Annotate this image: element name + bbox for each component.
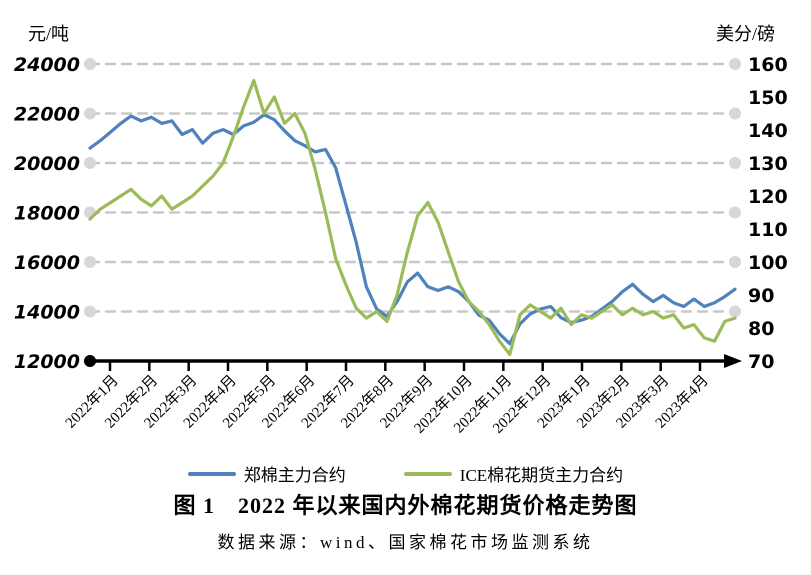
grid-endpoint-dot bbox=[729, 107, 741, 120]
left-axis-tick-label: 18000 bbox=[14, 203, 80, 225]
legend-label-zheng: 郑棉主力合约 bbox=[243, 466, 346, 485]
grid-endpoint-dot bbox=[84, 107, 96, 120]
right-axis-unit-label: 美分/磅 bbox=[716, 24, 776, 44]
figure-title: 图 1 2022 年以来国内外棉花期货价格走势图 bbox=[173, 493, 638, 518]
grid-endpoint-dot bbox=[84, 58, 96, 70]
x-axis-origin-dot bbox=[84, 355, 96, 367]
right-axis-tick-label: 80 bbox=[748, 318, 774, 340]
x-axis-arrow-icon bbox=[724, 354, 742, 368]
grid-endpoint-dot bbox=[84, 305, 96, 318]
grid-endpoint-dot bbox=[729, 206, 741, 219]
grid-endpoint-dot bbox=[729, 157, 741, 169]
legend: 郑棉主力合约 ICE棉花期货主力合约 bbox=[0, 461, 811, 486]
right-axis-tick-label: 110 bbox=[748, 219, 788, 241]
right-axis-tick-label: 120 bbox=[748, 186, 788, 208]
right-axis-tick-label: 100 bbox=[748, 252, 788, 274]
left-axis-tick-label: 22000 bbox=[14, 104, 80, 126]
zheng-line-swatch-icon bbox=[187, 471, 236, 476]
legend-item-ice: ICE棉花期货主力合约 bbox=[403, 461, 624, 486]
price-trend-chart: 24000 22000 20000 18000 16000 14000 12000 160 15… bbox=[14, 54, 788, 437]
grid-endpoint-dot bbox=[84, 256, 96, 268]
left-axis-unit-label: 元/吨 bbox=[28, 24, 70, 44]
legend-item-zheng: 郑棉主力合约 bbox=[187, 461, 346, 486]
grid-endpoint-dot bbox=[84, 157, 96, 169]
right-axis-tick-label: 160 bbox=[748, 54, 788, 76]
right-axis-tick-label: 90 bbox=[748, 285, 774, 307]
legend-label-ice: ICE棉花期货主力合约 bbox=[459, 466, 624, 485]
grid-endpoint-dot bbox=[729, 58, 741, 70]
grid-endpoint-dot bbox=[729, 305, 741, 318]
left-axis-tick-label: 14000 bbox=[14, 302, 80, 324]
grid-endpoint-dot bbox=[729, 256, 741, 268]
right-axis-tick-label: 150 bbox=[748, 87, 788, 109]
right-axis-tick-label: 140 bbox=[748, 120, 788, 142]
ice-line-swatch-icon bbox=[403, 471, 452, 476]
left-axis-tick-label: 20000 bbox=[14, 153, 80, 175]
right-axis-tick-label: 70 bbox=[748, 351, 774, 373]
left-axis-tick-label: 24000 bbox=[14, 54, 80, 76]
left-axis-tick-label: 12000 bbox=[14, 351, 80, 373]
right-axis-tick-label: 130 bbox=[748, 153, 788, 175]
left-axis-tick-label: 16000 bbox=[14, 252, 80, 274]
series-line-zheng bbox=[88, 113, 737, 346]
data-source: 数据来源：wind、国家棉花市场监测系统 bbox=[217, 533, 594, 552]
series-line-ice bbox=[88, 78, 737, 356]
